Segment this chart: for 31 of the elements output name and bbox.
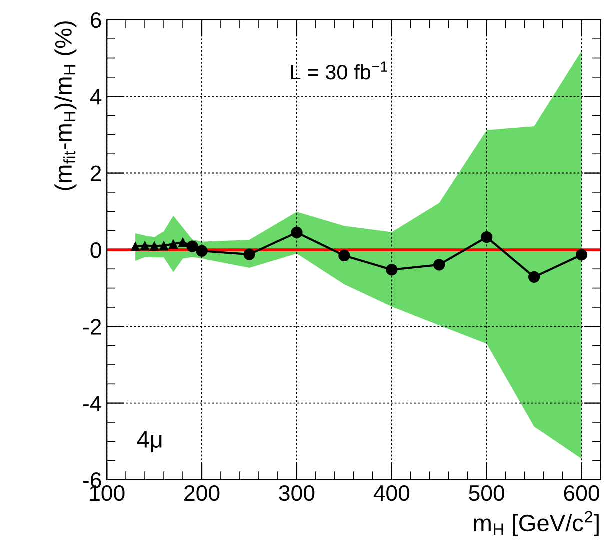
y-tick-label: 0 bbox=[90, 242, 102, 258]
x-tick-label: 500 bbox=[469, 485, 505, 502]
point bbox=[186, 240, 198, 252]
y-tick-label: 6 bbox=[90, 12, 102, 28]
y-tick-label: 2 bbox=[90, 166, 102, 182]
point bbox=[576, 249, 588, 261]
point bbox=[386, 264, 398, 276]
x-tick-label: 200 bbox=[184, 485, 220, 502]
x-tick-label: 400 bbox=[374, 485, 410, 502]
point bbox=[528, 271, 540, 283]
point bbox=[244, 248, 256, 260]
y-tick-label: 4 bbox=[90, 89, 102, 105]
point bbox=[178, 237, 188, 248]
point bbox=[196, 245, 208, 257]
x-tick-label: 600 bbox=[564, 485, 600, 502]
point bbox=[159, 240, 169, 251]
point bbox=[481, 231, 493, 244]
annotation: L = 30 fb$^{−1}$ bbox=[291, 62, 388, 80]
point bbox=[338, 250, 350, 262]
y-tick-label: -2 bbox=[83, 319, 102, 335]
point bbox=[140, 240, 150, 251]
point bbox=[150, 241, 160, 252]
point bbox=[434, 259, 446, 271]
x-tick-label: 300 bbox=[279, 485, 315, 502]
y-tick-label: -4 bbox=[83, 396, 102, 412]
annotation: 4μ bbox=[137, 432, 162, 452]
x-axis-title: m$_{H}$ [GeV/c$^{2}$] bbox=[474, 511, 599, 536]
y-axis-title: (m$_{fit}$-m$_{H}$)/m$_{H}$ (%) bbox=[54, 22, 77, 190]
point bbox=[291, 226, 303, 239]
point bbox=[130, 242, 140, 252]
point bbox=[168, 239, 178, 250]
